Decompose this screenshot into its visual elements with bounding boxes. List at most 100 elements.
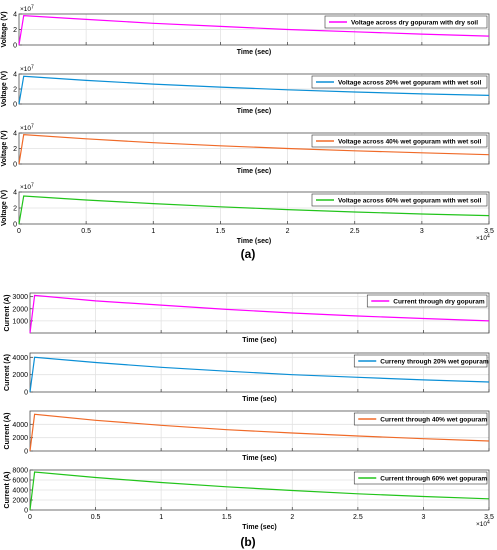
legend-box xyxy=(311,193,488,207)
y-exponent-label: ×107 xyxy=(20,183,34,192)
y-tick-label: 2 xyxy=(13,146,17,153)
legend-box xyxy=(353,471,488,485)
x-tick-label: 0.5 xyxy=(91,514,101,521)
y-tick-label: 3000 xyxy=(12,294,28,301)
y-exponent-power: 7 xyxy=(31,65,34,71)
x-axis-label: Time (sec) xyxy=(242,396,277,403)
y-tick-label: 0 xyxy=(24,508,28,515)
caption-b: (b) xyxy=(240,535,255,549)
x-tick-label: 3 xyxy=(420,228,424,235)
x-tick-label: 1.5 xyxy=(216,228,226,235)
legend-label: Curreny through 20% wet gopuram xyxy=(380,358,489,365)
y-axis-label: Voltage (V) xyxy=(1,130,8,166)
y-tick-label: 2000 xyxy=(12,306,28,313)
legend-box xyxy=(311,134,488,148)
legend-label: Current through dry gopuram xyxy=(393,298,485,305)
y-tick-label: 2000 xyxy=(12,372,28,379)
series-line-a2 xyxy=(18,75,490,105)
y-exponent-base: ×10 xyxy=(20,184,31,191)
x-axis-label: Time (sec) xyxy=(237,238,272,245)
y-exponent-base: ×10 xyxy=(20,66,31,73)
series-line-b1 xyxy=(29,294,490,334)
y-axis-label: Current (A) xyxy=(4,472,11,509)
x-tick-label: 2.5 xyxy=(350,228,360,235)
series-line-a3 xyxy=(18,133,490,165)
legend-label: Current through 40% wet gopuram xyxy=(380,416,487,423)
x-tick-label: 1 xyxy=(159,514,163,521)
y-axis-label: Current (A) xyxy=(4,413,11,450)
series-line-b2 xyxy=(29,356,490,393)
x-tick-label: 2.5 xyxy=(353,514,363,521)
y-exponent-power: 7 xyxy=(31,124,34,130)
x-tick-label: 1 xyxy=(151,228,155,235)
x-exponent-power: 4 xyxy=(487,234,490,240)
y-tick-label: 0 xyxy=(13,102,17,109)
axes-box xyxy=(29,292,490,334)
y-tick-label: 0 xyxy=(24,449,28,456)
chart-panel-a3: 0 2 4×107 Voltage (V) Time (sec) Voltage acro… xyxy=(1,124,490,175)
x-axis-label: Time (sec) xyxy=(242,524,277,531)
y-tick-label: 2000 xyxy=(12,435,28,442)
y-tick-label: 0 xyxy=(13,162,17,169)
x-tick-label: 0 xyxy=(17,228,21,235)
x-exponent-label: ×104 xyxy=(476,234,490,243)
legend-label: Voltage across 40% wet gopuram with wet … xyxy=(338,138,481,145)
legend-box xyxy=(311,75,488,89)
legend-box xyxy=(353,412,488,426)
y-tick-label: 4 xyxy=(13,190,17,197)
y-axis-label: Current (A) xyxy=(4,354,11,391)
y-tick-label: 2 xyxy=(13,87,17,94)
y-tick-label: 1000 xyxy=(12,318,28,325)
y-exponent-base: ×10 xyxy=(20,125,31,132)
chart-panel-a2: 0 2 4×107 Voltage (V) Time (sec) Voltage acro… xyxy=(1,65,490,115)
x-tick-label: 3 xyxy=(421,514,425,521)
y-tick-label: 0 xyxy=(13,43,17,50)
y-tick-label: 4 xyxy=(13,12,17,19)
x-axis-label: Time (sec) xyxy=(242,455,277,462)
legend-label: Voltage across 60% wet gopuram with wet … xyxy=(338,197,481,204)
x-exponent-base: ×10 xyxy=(476,235,487,242)
y-axis-label: Current (A) xyxy=(4,295,11,332)
legend-label: Current through 60% wet gopuram xyxy=(380,475,487,482)
x-tick-label: 3.5 xyxy=(484,514,494,521)
legend-box xyxy=(324,15,488,29)
y-exponent-base: ×10 xyxy=(20,6,31,13)
x-tick-label: 0 xyxy=(28,514,32,521)
y-tick-label: 2000 xyxy=(12,498,28,505)
y-exponent-power: 7 xyxy=(31,5,34,11)
series-line-a1 xyxy=(18,14,490,46)
series-line-b4 xyxy=(29,471,490,511)
x-axis-label: Time (sec) xyxy=(237,49,272,56)
y-exponent-label: ×107 xyxy=(20,65,34,74)
y-tick-label: 4 xyxy=(13,131,17,138)
x-exponent-label: ×104 xyxy=(476,520,490,529)
caption-a: (a) xyxy=(241,247,256,261)
x-axis-label: Time (sec) xyxy=(237,108,272,115)
y-tick-label: 2 xyxy=(13,206,17,213)
legend-box xyxy=(353,354,488,368)
x-axis-label: Time (sec) xyxy=(242,337,277,344)
y-exponent-power: 7 xyxy=(31,183,34,189)
legend-label: Voltage across 20% wet gopuram with wet … xyxy=(338,79,481,86)
y-tick-label: 4000 xyxy=(12,355,28,362)
x-tick-label: 2 xyxy=(286,228,290,235)
y-tick-label: 8000 xyxy=(12,468,28,475)
series-line-a4 xyxy=(18,195,490,225)
legend-label: Voltage across dry gopuram with dry soil xyxy=(351,19,478,26)
y-tick-label: 4000 xyxy=(12,488,28,495)
y-tick-label: 6000 xyxy=(12,478,28,485)
y-axis-label: Voltage (V) xyxy=(1,71,8,107)
axes-box xyxy=(29,352,490,393)
y-exponent-label: ×107 xyxy=(20,124,34,133)
x-axis-label: Time (sec) xyxy=(237,168,272,175)
y-tick-label: 4000 xyxy=(12,422,28,429)
x-tick-label: 3.5 xyxy=(484,228,494,235)
y-tick-label: 0 xyxy=(13,222,17,229)
legend-box xyxy=(366,294,488,308)
x-tick-label: 0.5 xyxy=(81,228,91,235)
